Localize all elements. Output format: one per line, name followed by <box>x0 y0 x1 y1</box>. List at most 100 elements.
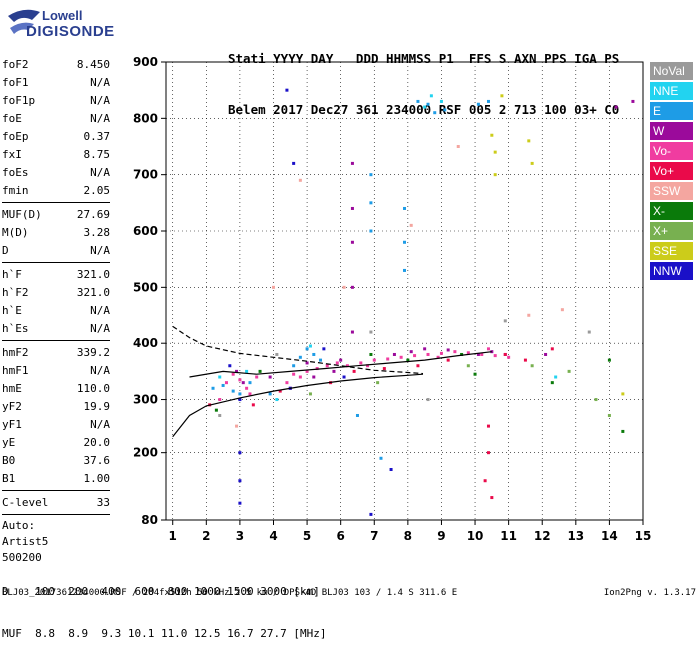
echo-point <box>369 352 373 356</box>
profile-curve-dashed <box>172 325 424 375</box>
header-values: Belem 2017 Dec27 361 234000 RSF 005 2 71… <box>228 102 620 117</box>
param-value: 8.450 <box>76 58 110 71</box>
echo-point <box>416 364 420 368</box>
echo-point <box>466 351 470 355</box>
echo-point <box>423 105 427 109</box>
echo-point <box>292 372 296 376</box>
file-info: BLJ03_2017361234000.RSF / 284fx512h 50 k… <box>2 588 458 598</box>
echo-point <box>372 358 376 362</box>
echo-point <box>245 386 249 390</box>
param-value: 20.0 <box>83 436 111 449</box>
legend-item: SSW <box>650 182 693 200</box>
param-separator <box>2 514 110 515</box>
echo-point <box>426 398 430 402</box>
echo-point <box>238 378 242 382</box>
echo-point <box>567 369 571 373</box>
param-separator <box>2 340 110 341</box>
param-name: B1 <box>2 472 16 485</box>
echo-point <box>460 352 464 356</box>
param-name: yF1 <box>2 418 22 431</box>
param-value: 110.0 <box>76 382 110 395</box>
echo-point <box>456 145 460 149</box>
echo-point <box>305 369 309 373</box>
echo-point <box>366 364 370 368</box>
echo-point <box>305 347 309 351</box>
echo-point <box>292 364 296 368</box>
legend-item: E <box>650 102 693 120</box>
auto-version: 500200 <box>2 551 42 564</box>
echo-point <box>399 355 403 359</box>
param-value: 2.05 <box>83 184 111 197</box>
param-row: yF2 19.9 <box>2 398 110 416</box>
x-tick-label: 11 <box>500 529 517 543</box>
echo-point <box>369 229 373 233</box>
echo-point <box>238 479 242 483</box>
param-value: 27.69 <box>76 208 110 221</box>
param-name: h`F <box>2 268 22 281</box>
echo-points <box>208 88 635 516</box>
param-value: 19.9 <box>83 400 111 413</box>
echo-point <box>631 99 635 103</box>
echo-point <box>271 285 275 289</box>
x-tick-label: 8 <box>404 529 412 543</box>
param-separator <box>2 202 110 203</box>
echo-point <box>486 99 490 103</box>
param-separator <box>2 490 110 491</box>
legend-item: Vo- <box>650 142 693 160</box>
param-row: foEp 0.37 <box>2 128 110 146</box>
x-tick-label: 14 <box>601 529 618 543</box>
echo-point <box>403 240 406 244</box>
echo-point <box>312 375 316 379</box>
echo-point <box>403 206 406 210</box>
echo-point <box>453 350 457 354</box>
param-separator <box>2 262 110 263</box>
y-tick-label: 80 <box>141 513 158 527</box>
param-value: N/A <box>90 418 110 431</box>
echo-point <box>490 350 494 354</box>
echo-point <box>426 102 430 106</box>
legend-item: X- <box>650 202 693 220</box>
echo-point <box>319 358 323 362</box>
echo-point <box>268 392 272 396</box>
param-name: foEp <box>2 130 29 143</box>
param-row: C-level 33 <box>2 494 110 512</box>
param-row: foE N/A <box>2 110 110 128</box>
echo-point <box>211 386 215 390</box>
legend: NoVal NNE E W Vo- Vo+ SSW X- X+ SSE NNW <box>650 62 693 282</box>
param-name: MUF(D) <box>2 208 42 221</box>
echo-point <box>312 352 316 356</box>
param-name: yF2 <box>2 400 22 413</box>
echo-point <box>409 223 413 227</box>
echo-point <box>285 381 289 385</box>
y-tick-label: 900 <box>133 55 158 69</box>
echo-point <box>325 364 329 368</box>
echo-point <box>594 398 598 402</box>
parameter-panel: foF2 8.450 foF1 N/A foF1p N/A foE N/A foEp 0.37 fx… <box>2 56 110 566</box>
auto-label: Auto: <box>2 519 36 532</box>
param-name: h`Es <box>2 322 29 335</box>
x-tick-label: 6 <box>336 529 344 543</box>
echo-point <box>530 161 534 165</box>
echo-point <box>406 358 410 362</box>
echo-point <box>614 105 618 109</box>
echo-point <box>221 383 225 387</box>
echo-point <box>238 398 242 402</box>
param-name: h`E <box>2 304 22 317</box>
param-value: N/A <box>90 364 110 377</box>
x-tick-label: 3 <box>236 529 244 543</box>
echo-point <box>308 344 312 348</box>
param-value: N/A <box>90 304 110 317</box>
echo-point <box>350 285 354 289</box>
echo-point <box>550 381 554 385</box>
param-value: 339.2 <box>76 346 110 359</box>
echo-point <box>235 424 239 428</box>
echo-point <box>268 375 272 379</box>
param-row: yE 20.0 <box>2 434 110 452</box>
y-tick-label: 700 <box>133 168 158 182</box>
param-row: foF2 8.450 <box>2 56 110 74</box>
distance-row: D 100 200 400 600 800 1000 1500 3000 [km… <box>2 585 320 598</box>
x-tick-labels: 1 2 3 4 5 6 7 8 9 10 11 12 13 14 15 <box>169 520 651 543</box>
param-value: 37.6 <box>83 454 111 467</box>
param-name: foEs <box>2 166 29 179</box>
param-name: B0 <box>2 454 16 467</box>
